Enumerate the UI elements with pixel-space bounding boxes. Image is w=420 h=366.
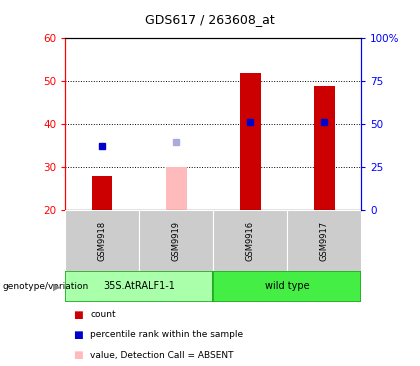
Text: ■: ■ <box>74 330 83 340</box>
Text: wild type: wild type <box>265 281 310 291</box>
Text: GSM9918: GSM9918 <box>97 221 107 261</box>
Text: GSM9917: GSM9917 <box>320 221 329 261</box>
Bar <box>139 210 213 271</box>
Bar <box>213 210 287 271</box>
Text: ▶: ▶ <box>53 281 60 291</box>
Bar <box>213 271 361 302</box>
Text: count: count <box>90 310 116 319</box>
Bar <box>65 271 213 302</box>
Text: 35S.AtRALF1-1: 35S.AtRALF1-1 <box>103 281 175 291</box>
Text: genotype/variation: genotype/variation <box>2 282 88 291</box>
Bar <box>287 210 361 271</box>
Text: percentile rank within the sample: percentile rank within the sample <box>90 330 244 339</box>
Bar <box>65 210 139 271</box>
Text: GSM9916: GSM9916 <box>246 221 255 261</box>
Text: ■: ■ <box>74 350 83 360</box>
Text: value, Detection Call = ABSENT: value, Detection Call = ABSENT <box>90 351 234 359</box>
Bar <box>92 176 113 210</box>
Bar <box>240 73 260 210</box>
Text: GSM9919: GSM9919 <box>172 221 181 261</box>
Bar <box>314 86 335 210</box>
Text: GDS617 / 263608_at: GDS617 / 263608_at <box>145 13 275 26</box>
Text: ■: ■ <box>74 310 83 320</box>
Bar <box>166 168 186 210</box>
